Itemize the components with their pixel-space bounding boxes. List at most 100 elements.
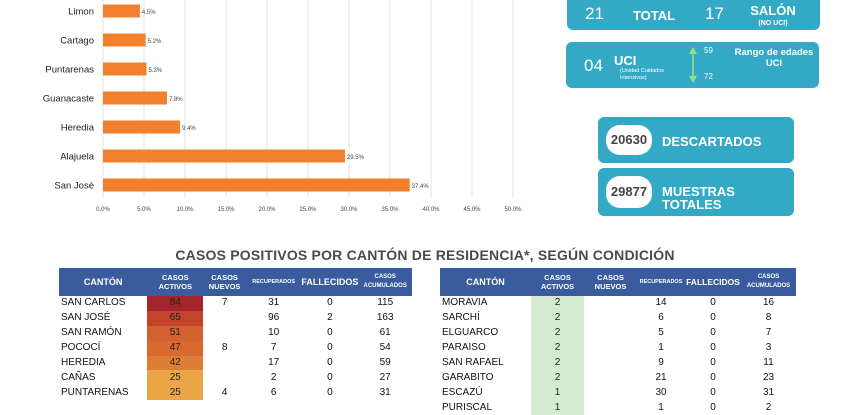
nuevos-cell (584, 385, 637, 400)
activos-cell: 2 (531, 355, 584, 371)
acumulados-cell: 163 (376, 312, 394, 324)
muestras-label: MUESTRAS TOTALES (662, 184, 735, 212)
salon-sub: (NO UCI) (758, 20, 788, 27)
table-row: PARAISO 2 1 0 3 (440, 340, 796, 356)
total-salon-box: 21 TOTAL 17 SALÓN (NO UCI) (567, 0, 820, 30)
x-tick-label: 20.0% (258, 207, 276, 213)
recuperados-cell: 30 (655, 386, 667, 398)
acumulados-cell: 61 (379, 327, 391, 339)
activos-cell: 42 (147, 355, 204, 371)
x-tick-label: 30.0% (340, 207, 358, 213)
table-row: SAN RAFAEL 2 9 0 11 (440, 355, 796, 371)
canton-table-left: CANTÓN CASOS ACTIVOS CASOS NUEVOS RECUPE… (59, 268, 412, 401)
fallecidos-cell: 0 (710, 371, 716, 383)
uci-label: UCI (614, 53, 637, 68)
value-label: 4.5% (142, 10, 156, 16)
header-recuperados: RECUPERADOS (637, 268, 685, 296)
nuevos-cell (584, 400, 637, 415)
acumulados-cell: 54 (379, 342, 391, 354)
canton-cell: PARAISO (442, 342, 486, 354)
header-canton: CANTÓN (440, 268, 531, 296)
header-acumulados: CASOS ACUMULADOS (358, 268, 412, 296)
age-label: Rango de edades UCI (734, 47, 814, 69)
recuperados-cell: 2 (270, 371, 277, 383)
value-label: 7.8% (169, 97, 183, 103)
activos-cell: 1 (531, 385, 584, 401)
recuperados-cell: 5 (658, 327, 664, 339)
activos-cell: 2 (531, 370, 584, 386)
category-label: Guanacaste (43, 94, 94, 105)
table-row: ESCAZÚ 1 30 0 31 (440, 385, 796, 401)
table-row: GARABITO 2 21 0 23 (440, 370, 796, 386)
x-tick-label: 25.0% (299, 207, 317, 213)
canton-cell: PUNTARENAS (61, 386, 129, 398)
fallecidos-cell: 0 (710, 357, 716, 368)
nuevos-cell (584, 370, 637, 385)
fallecidos-cell: 0 (710, 342, 716, 354)
total-value: 21 (585, 4, 604, 23)
fallecidos-cell: 0 (710, 327, 716, 339)
category-label: Cartago (60, 36, 94, 47)
nuevos-cell: 7 (221, 297, 228, 309)
activos-cell: 2 (531, 340, 584, 356)
acumulados-cell: 31 (379, 386, 391, 398)
table-row: PUNTARENAS 25 4 6 0 31 (59, 385, 412, 401)
fallecidos-cell: 0 (327, 327, 333, 339)
acumulados-cell: 7 (765, 327, 772, 339)
canton-cell: HEREDIA (61, 357, 106, 368)
activos-cell: 25 (147, 370, 204, 386)
bar (103, 178, 410, 192)
nuevos-cell (584, 341, 637, 356)
recuperados-cell: 9 (658, 357, 664, 368)
table-row: ELGUARCO 2 5 0 7 (440, 325, 796, 341)
descartados-value: 20630 (606, 125, 652, 155)
uci-value: 04 (584, 56, 603, 75)
table-row: PURISCAL 1 1 0 2 (440, 400, 796, 415)
canton-cell: ESCAZÚ (442, 386, 483, 398)
nuevos-cell (203, 326, 246, 341)
x-tick-label: 15.0% (217, 207, 235, 213)
table-row: SARCHÍ 2 6 0 8 (440, 310, 796, 326)
descartados-label: DESCARTADOS (662, 134, 762, 149)
x-tick-label: 10.0% (176, 207, 194, 213)
activos-cell: 84 (147, 296, 204, 311)
value-label: 29.5% (347, 155, 365, 161)
x-tick-label: 45.0% (463, 207, 481, 213)
activos-cell: 47 (147, 340, 204, 356)
recuperados-cell: 17 (268, 357, 280, 368)
value-label: 37.4% (412, 184, 430, 190)
header-activos: CASOS ACTIVOS (147, 268, 204, 296)
recuperados-cell: 6 (270, 386, 277, 398)
bar (103, 120, 181, 134)
activos-cell: 1 (531, 400, 584, 415)
age-min: 72 (704, 72, 713, 81)
canton-cell: PURISCAL (442, 401, 493, 413)
nuevos-cell (584, 311, 637, 326)
x-tick-label: 40.0% (422, 207, 440, 213)
table-header-row: CANTÓN CASOS ACTIVOS CASOS NUEVOS RECUPE… (59, 268, 412, 296)
canton-cell: SAN CARLOS (61, 297, 126, 309)
table-row: CAÑAS 25 2 0 27 (59, 370, 412, 386)
header-fallecidos: FALLECIDOS (685, 268, 741, 296)
x-tick-label: 35.0% (381, 207, 399, 213)
value-label: 5.3% (148, 68, 162, 74)
section-title: CASOS POSITIVOS POR CANTÓN DE RESIDENCIA… (175, 247, 675, 263)
nuevos-cell: 4 (221, 386, 228, 398)
activos-cell: 65 (147, 310, 204, 326)
x-tick-label: 50.0% (504, 207, 522, 213)
canton-cell: ELGUARCO (442, 327, 499, 339)
table-row: MORAVIA 2 14 0 16 (440, 296, 796, 311)
activos-cell: 25 (147, 385, 204, 401)
category-label: Heredia (61, 123, 95, 134)
table-row: SAN RAMÓN 51 10 0 61 (59, 325, 412, 341)
canton-cell: POCOCÍ (61, 342, 101, 354)
category-label: Alajuela (60, 152, 95, 163)
salon-value: 17 (705, 4, 724, 23)
recuperados-cell: 10 (268, 327, 280, 339)
activos-cell: 2 (531, 296, 584, 311)
acumulados-cell: 11 (763, 357, 774, 368)
nuevos-cell (584, 356, 637, 371)
header-activos: CASOS ACTIVOS (531, 268, 584, 296)
activos-cell: 2 (531, 310, 584, 326)
fallecidos-cell: 0 (327, 386, 333, 398)
